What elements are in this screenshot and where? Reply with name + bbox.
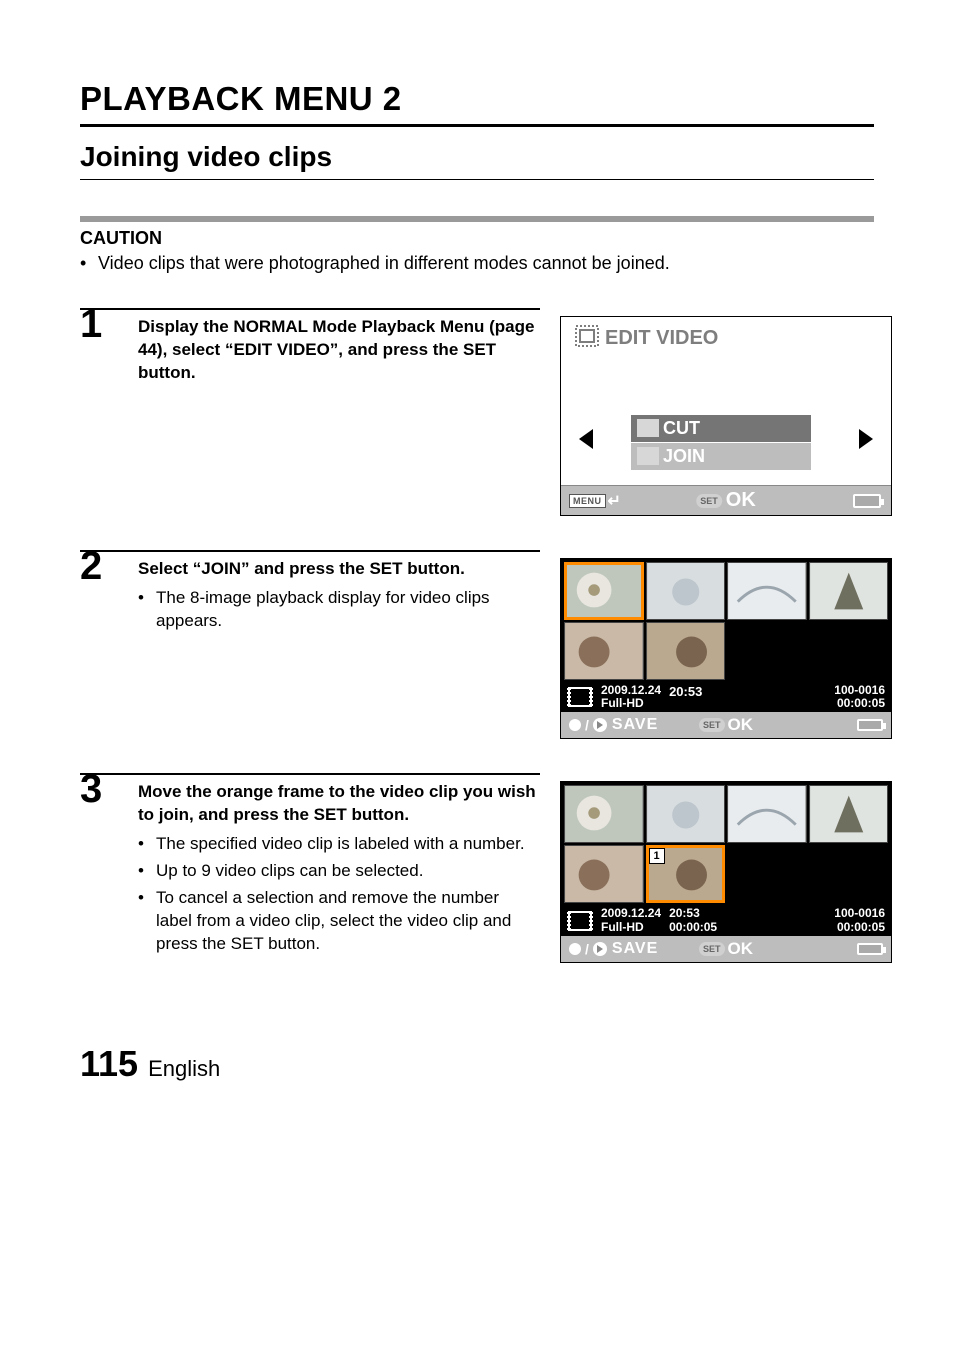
ok-group: SET OK [699,715,753,735]
step-instruction: Select “JOIN” and press the SET button. [138,558,538,581]
thumbnail-grid: 1 [561,782,891,903]
step-subitem: The specified video clip is labeled with… [138,833,538,856]
thumbnail-screen-numbered: 1 2009.12.24 Full-HD 20:53 00:00:05 [560,781,892,962]
menu-item-label: JOIN [663,446,705,466]
thumb-empty [809,845,889,903]
battery-icon [853,494,881,508]
thumb-1[interactable] [564,785,644,843]
cut-icon [637,419,659,437]
step-sublist: The 8-image playback display for video c… [138,587,538,633]
caution-list: Video clips that were photographed in di… [80,253,874,274]
step-sublist: The specified video clip is labeled with… [138,833,538,956]
meta-date: 2009.12.24 [601,907,661,920]
thumb-2[interactable] [646,562,726,620]
thumb-empty [809,622,889,680]
set-chip: SET [696,494,722,508]
screen-title: EDIT VIDEO [605,327,718,350]
slash: / [585,941,589,957]
step-2: 2 Select “JOIN” and press the SET button… [80,552,874,739]
page-footer: 115 English [80,1043,874,1085]
section-title: Joining video clips [80,141,874,173]
step-number: 3 [80,769,116,809]
title-rule [80,124,874,127]
save-label: SAVE [612,716,658,734]
thumb-meta: 2009.12.24 Full-HD 20:53 100-0016 00:00:… [561,680,891,712]
page-title: PLAYBACK MENU 2 [80,80,874,118]
screen-footer: MENU ↵ SET OK [561,485,891,515]
ok-label: OK [726,489,756,512]
nav-right-icon[interactable] [859,429,873,449]
thumb-5[interactable] [564,845,644,903]
meta-duration: 00:00:05 [837,697,885,710]
battery-icon [857,943,883,955]
thumb-6[interactable] [646,622,726,680]
thumb-footer: / SAVE SET OK [561,712,891,738]
thumb-empty [727,622,807,680]
meta-fileno: 100-0016 [834,907,885,920]
step-number: 1 [80,304,116,344]
step-subitem: To cancel a selection and remove the num… [138,887,538,956]
slash: / [585,717,589,733]
meta-mode: Full-HD [601,697,661,710]
thumb-empty [727,845,807,903]
play-icon [593,718,607,732]
join-icon [637,447,659,465]
thumbnail-grid [561,559,891,680]
return-icon: ↵ [608,491,621,511]
meta-duration-right: 00:00:05 [837,921,885,934]
step-instruction: Move the orange frame to the video clip … [138,781,538,827]
thumb-4[interactable] [809,562,889,620]
ok-group: SET OK [696,489,756,512]
film-icon [567,684,593,710]
edit-video-icon [575,325,599,347]
thumb-1[interactable] [564,562,644,620]
page-language: English [148,1056,220,1082]
rec-icon [569,719,581,731]
step-subitem: Up to 9 video clips can be selected. [138,860,538,883]
thumb-5[interactable] [564,622,644,680]
caution-item: Video clips that were photographed in di… [80,253,874,274]
menu-item-join[interactable]: JOIN [631,443,811,470]
thumb-3[interactable] [727,562,807,620]
thumb-3[interactable] [727,785,807,843]
step-instruction: Display the NORMAL Mode Playback Menu (p… [138,316,538,385]
step-1: 1 Display the NORMAL Mode Playback Menu … [80,310,874,516]
ok-group: SET OK [699,939,753,959]
meta-time: 20:53 [669,907,717,920]
page-number: 115 [80,1043,138,1085]
ok-label: OK [728,715,754,735]
thumb-footer: / SAVE SET OK [561,936,891,962]
meta-duration: 00:00:05 [669,921,717,934]
section-rule [80,179,874,180]
thumb-meta: 2009.12.24 Full-HD 20:53 00:00:05 100-00… [561,903,891,935]
selection-number-badge: 1 [649,848,665,864]
thumb-6[interactable]: 1 [646,845,726,903]
play-icon [593,942,607,956]
rec-icon [569,943,581,955]
set-chip: SET [699,942,725,956]
save-label: SAVE [612,940,658,958]
ok-label: OK [728,939,754,959]
meta-time: 20:53 [669,684,702,699]
nav-left-icon[interactable] [579,429,593,449]
step-3: 3 Move the orange frame to the video cli… [80,775,874,962]
thumbnail-screen: 2009.12.24 Full-HD 20:53 100-0016 00:00:… [560,558,892,739]
step-number: 2 [80,546,116,586]
meta-mode: Full-HD [601,921,661,934]
set-chip: SET [699,718,725,732]
battery-icon [857,719,883,731]
thumb-2[interactable] [646,785,726,843]
menu-badge: MENU [569,494,606,508]
menu-item-cut[interactable]: CUT [631,415,811,442]
edit-video-screen: EDIT VIDEO CUT JOIN MENU ↵ SET OK [560,316,892,516]
menu-item-label: CUT [663,418,700,438]
film-icon [567,908,593,934]
caution-bar [80,216,874,222]
step-subitem: The 8-image playback display for video c… [138,587,538,633]
thumb-4[interactable] [809,785,889,843]
caution-label: CAUTION [80,228,874,249]
